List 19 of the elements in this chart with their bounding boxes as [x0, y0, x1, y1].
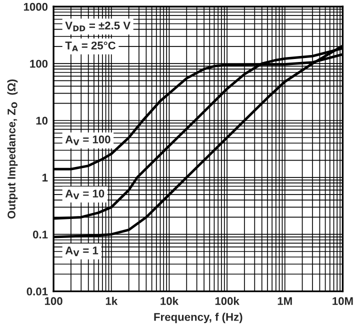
- y-tick-label: 0.1: [32, 230, 48, 238]
- x-tick-label: 10k: [160, 296, 178, 305]
- x-tick-label: 10M: [332, 297, 353, 305]
- annotation: V$_{DD}$ = ±2.5 V: [65, 22, 130, 32]
- annotation: T$_{A}$ = 25°C: [65, 42, 116, 52]
- x-tick-label: 100: [44, 297, 62, 305]
- x-axis-title: Frequency, f (Hz): [154, 312, 242, 324]
- y-tick-label: 1000: [24, 2, 48, 11]
- x-tick-label: 1k: [106, 296, 118, 305]
- annotation: A$_{V}$ = 10: [65, 190, 104, 200]
- annotation: A$_{V}$ = 100: [65, 136, 110, 146]
- annotation: A$_{V}$ = 1: [65, 246, 98, 256]
- y-axis-title: Output Impedance, Z$_{O}$ (Ω): [7, 80, 18, 219]
- y-tick-label: 1: [42, 174, 48, 182]
- x-tick-label: 1M: [278, 297, 292, 305]
- x-tick-label: 100k: [215, 296, 240, 305]
- y-tick-label: 100: [30, 60, 48, 68]
- y-tick-label: 0.01: [26, 288, 48, 296]
- y-tick-label: 10: [36, 116, 48, 125]
